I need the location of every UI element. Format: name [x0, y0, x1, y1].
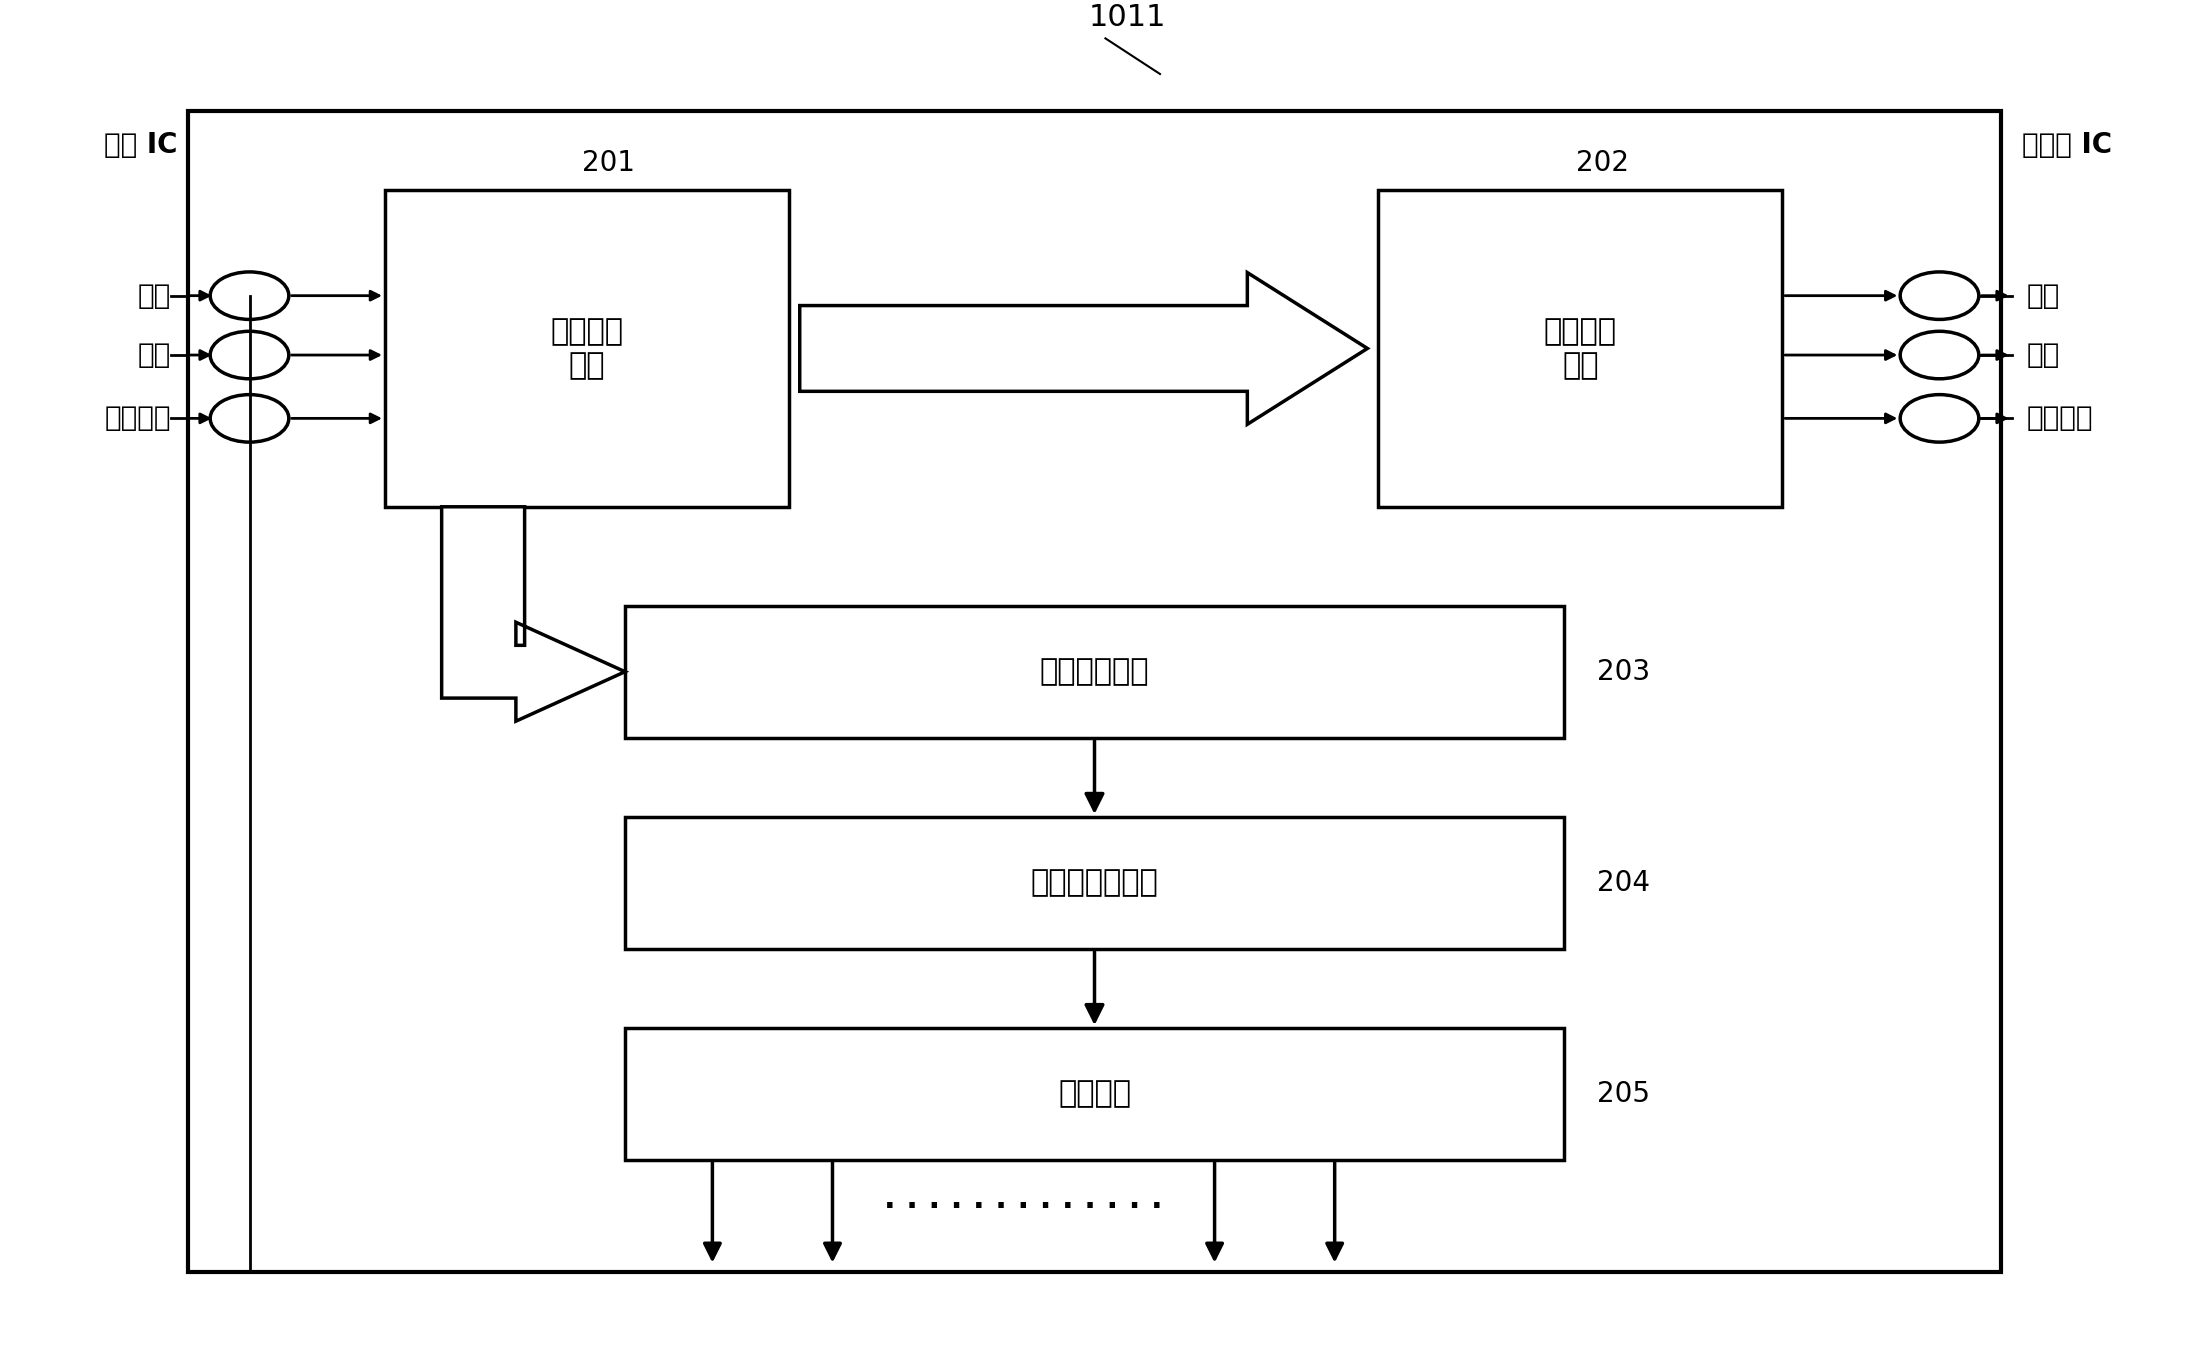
Text: 前级 IC: 前级 IC — [103, 131, 177, 158]
Polygon shape — [799, 272, 1368, 424]
Text: 1011: 1011 — [1088, 3, 1167, 31]
Bar — [1379, 190, 1782, 506]
Text: 相位调整
电路: 相位调整 电路 — [1543, 317, 1618, 379]
Text: 启动脉冲: 启动脉冲 — [2027, 405, 2093, 432]
Bar — [626, 816, 1563, 949]
Bar — [626, 1028, 1563, 1160]
Text: 202: 202 — [1576, 149, 1629, 177]
Text: 灰度级选择电路: 灰度级选择电路 — [1031, 868, 1158, 898]
Text: 205: 205 — [1596, 1080, 1651, 1108]
Text: 204: 204 — [1596, 869, 1651, 896]
Bar — [188, 111, 2001, 1271]
Text: 203: 203 — [1596, 658, 1651, 685]
Text: 相位调整
电路: 相位调整 电路 — [549, 317, 624, 379]
Text: 时钟: 时钟 — [138, 341, 171, 370]
Text: 201: 201 — [582, 149, 635, 177]
Text: 数据: 数据 — [138, 282, 171, 310]
Text: 时钟: 时钟 — [2027, 341, 2060, 370]
Text: 数据: 数据 — [2027, 282, 2060, 310]
Bar — [626, 605, 1563, 738]
Polygon shape — [442, 506, 626, 722]
Text: 启动脉冲: 启动脉冲 — [105, 405, 171, 432]
Text: 数据锁存电路: 数据锁存电路 — [1040, 657, 1149, 686]
Text: 输出电路: 输出电路 — [1057, 1079, 1132, 1109]
Text: 至下级 IC: 至下级 IC — [2023, 131, 2112, 158]
Bar — [385, 190, 788, 506]
Text: · · · · · · · · · · · · ·: · · · · · · · · · · · · · — [884, 1193, 1162, 1221]
